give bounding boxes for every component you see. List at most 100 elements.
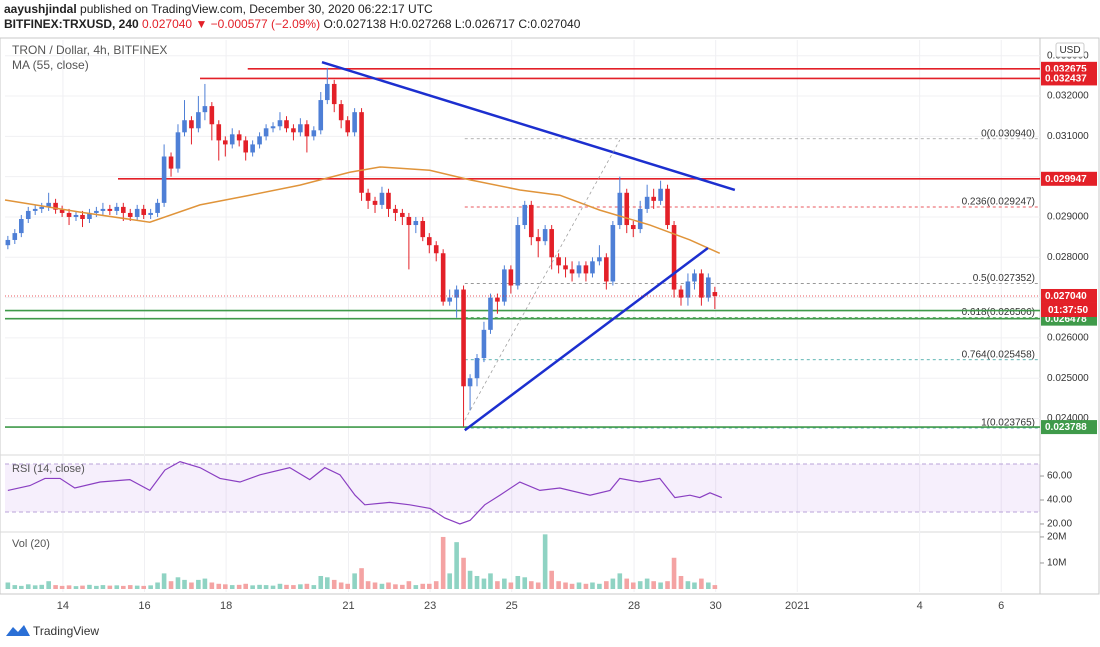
- y-tick-label: 40.00: [1047, 495, 1072, 506]
- volume-bar: [216, 583, 222, 589]
- candle-body: [182, 120, 187, 133]
- candle-body: [502, 269, 507, 302]
- volume-bar: [590, 582, 595, 589]
- volume-bar: [556, 581, 561, 589]
- change: ▼ −0.000577 (−2.09%): [195, 17, 321, 31]
- volume-bar: [637, 581, 643, 589]
- candle-body: [284, 120, 289, 129]
- level-label: 0.032675: [1045, 64, 1087, 75]
- volume-bar: [345, 583, 350, 589]
- volume-bar: [379, 583, 385, 589]
- candle-body: [576, 265, 582, 274]
- volume-bar: [5, 582, 11, 589]
- candle-body: [447, 297, 452, 302]
- candle-body: [25, 210, 31, 219]
- author[interactable]: aayushjindal: [4, 2, 77, 16]
- level-label: 0.032437: [1045, 74, 1087, 85]
- last-price-label-box: [1041, 288, 1097, 303]
- volume-bar: [624, 578, 630, 589]
- ohlc: C:0.027040: [518, 17, 581, 31]
- volume-bar: [59, 585, 65, 589]
- currency-box: [1055, 42, 1085, 58]
- volume-bar: [318, 575, 324, 589]
- fib-label: 0.5(0.027352): [973, 273, 1035, 284]
- volume-bar: [365, 581, 371, 589]
- candle-body: [107, 208, 113, 211]
- volume-bar: [331, 579, 337, 589]
- volume-bar: [134, 585, 140, 589]
- candle-body: [706, 277, 711, 298]
- level-label: 0.026478: [1045, 314, 1087, 325]
- candle-body: [617, 192, 623, 226]
- fib-label: 0.236(0.029247): [962, 197, 1035, 208]
- volume-bar: [73, 586, 79, 589]
- volume-bar: [175, 577, 181, 589]
- candle-body: [393, 208, 398, 213]
- candle-body: [665, 188, 670, 226]
- volume-bar: [630, 582, 636, 589]
- candle-body: [508, 269, 514, 286]
- candle-body: [495, 297, 500, 302]
- legend-entry: MA (55, close): [12, 58, 89, 72]
- brand: TradingView: [33, 624, 99, 638]
- candle-body: [66, 212, 72, 217]
- volume-bar: [87, 584, 92, 589]
- candle-body: [440, 253, 446, 302]
- symbol: BITFINEX:TRXUSD, 240: [4, 17, 139, 31]
- candle-body: [630, 225, 636, 230]
- candle-body: [678, 289, 684, 298]
- candle-body: [121, 206, 126, 213]
- level-label-box: [1041, 420, 1097, 435]
- volume-bar: [182, 579, 187, 589]
- volume-bar: [549, 570, 554, 589]
- volume-bar: [604, 581, 609, 589]
- volume-bar: [168, 581, 174, 589]
- volume-bar: [277, 583, 283, 589]
- volume-bar: [617, 573, 623, 589]
- candle-body: [250, 144, 255, 153]
- candle-body: [365, 192, 371, 201]
- candle-body: [420, 221, 426, 238]
- last: 0.027040: [142, 17, 193, 31]
- y-tick-label: 60.00: [1047, 471, 1072, 482]
- volume-bar: [107, 585, 113, 589]
- y-tick-label: 0.031000: [1047, 131, 1089, 142]
- candle-body: [563, 265, 568, 270]
- volume-bar: [644, 578, 650, 589]
- volume-bar: [298, 584, 303, 589]
- candle-body: [229, 134, 235, 145]
- volume-bar: [454, 542, 459, 589]
- volume-bar: [243, 583, 248, 589]
- x-tick-label: 16: [138, 600, 150, 612]
- level-label-box: [1041, 171, 1097, 186]
- ohlc: H:0.027268: [389, 17, 452, 31]
- candle-body: [426, 237, 432, 246]
- candle-body: [597, 257, 602, 262]
- candle-body: [53, 202, 58, 210]
- candle-body: [155, 202, 160, 213]
- candle-body: [535, 237, 541, 242]
- candle-body: [604, 257, 609, 282]
- volume-bar: [699, 578, 704, 589]
- volume-bar: [209, 582, 215, 589]
- volume-bar: [284, 584, 289, 589]
- candle-body: [32, 208, 38, 211]
- brand-logo: [6, 625, 30, 636]
- volume-bar: [502, 578, 507, 589]
- candle-body: [474, 358, 480, 379]
- candle-body: [331, 83, 337, 105]
- candle-body: [515, 225, 521, 286]
- candle-body: [263, 128, 269, 137]
- volume-bar: [94, 585, 99, 589]
- candle-body: [196, 112, 201, 129]
- panel-title: Vol (20): [12, 538, 50, 550]
- volume-bar: [563, 582, 568, 589]
- candle-body: [685, 281, 691, 298]
- volume-bar: [583, 583, 589, 589]
- candle-body: [671, 225, 677, 290]
- candle-body: [542, 229, 548, 242]
- candle-body: [100, 208, 106, 211]
- candle-body: [522, 204, 528, 226]
